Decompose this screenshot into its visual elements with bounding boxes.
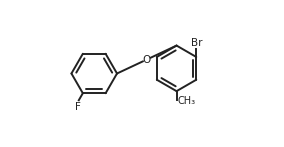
Text: CH₃: CH₃ <box>177 96 195 106</box>
Text: Br: Br <box>191 38 202 48</box>
Text: F: F <box>75 102 81 112</box>
Text: O: O <box>143 55 151 65</box>
